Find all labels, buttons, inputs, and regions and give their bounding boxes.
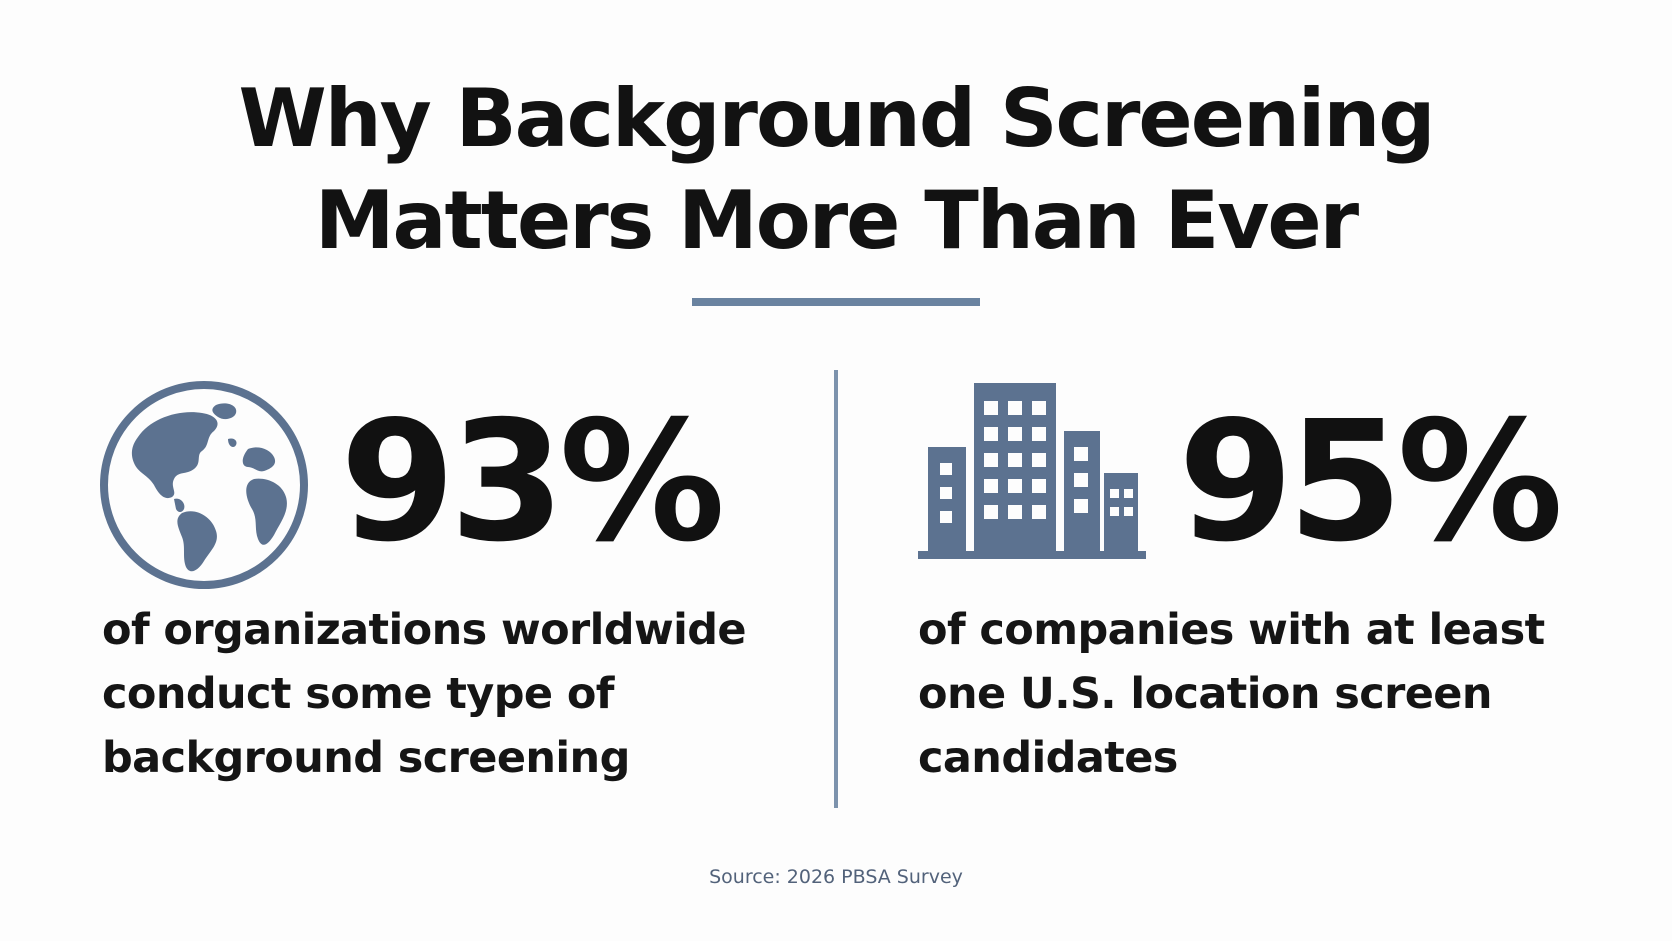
stat-value-organizations: 93% [340,386,725,579]
title-line-1: Why Background Screening [238,72,1435,165]
description-line: background screening [102,733,630,783]
description-line: candidates [918,733,1178,783]
title-line-2: Matters More Than Ever [314,174,1359,267]
title-underline [692,298,980,306]
column-divider [834,370,838,808]
description-line: one U.S. location screen [918,669,1492,719]
description-line: of organizations worldwide [102,605,747,655]
description-line: conduct some type of [102,669,614,719]
globe-icon [100,381,308,589]
page-title: Why Background Screening Matters More Th… [0,68,1672,272]
stat-description-organizations: of organizations worldwide conduct some … [102,598,747,790]
buildings-icon [918,383,1146,559]
stat-value-companies: 95% [1178,386,1563,579]
source-citation: Source: 2026 PBSA Survey [709,866,963,888]
stat-description-companies: of companies with at least one U.S. loca… [918,598,1545,790]
description-line: of companies with at least [918,605,1545,655]
